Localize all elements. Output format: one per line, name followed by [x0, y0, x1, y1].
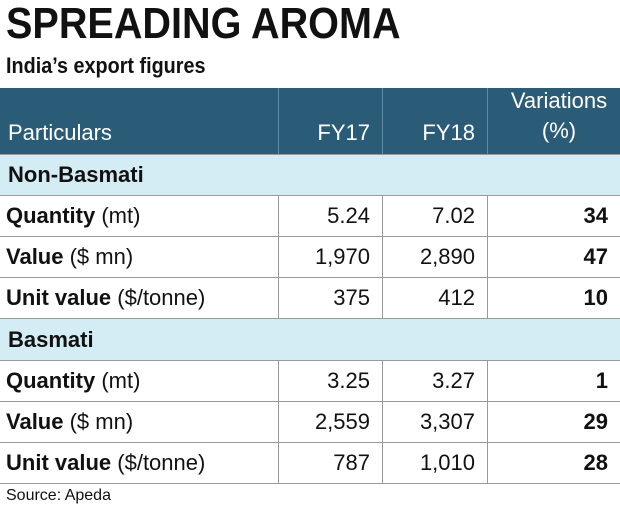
- column-header: FY17: [278, 88, 382, 154]
- title: SPREADING AROMA: [6, 0, 401, 48]
- table-cell: 5.24: [278, 196, 382, 236]
- section-name: Basmati: [8, 326, 94, 352]
- row-label-unit: ($ mn): [69, 244, 134, 269]
- table-cell: 47: [487, 237, 620, 277]
- column-header: Particulars: [8, 120, 112, 145]
- table-cell: 28: [487, 443, 620, 483]
- table-row: Unit value ($/tonne) 787 1,010 28: [0, 443, 620, 484]
- column-header: FY18: [382, 88, 487, 154]
- table-row: Unit value ($/tonne) 375 412 10: [0, 278, 620, 319]
- table-cell: 3,307: [382, 402, 487, 442]
- table-row: Particulars FY17 FY18 Variations (%): [0, 88, 620, 155]
- row-label-unit: (mt): [101, 203, 141, 228]
- subtitle: India’s export figures: [6, 53, 206, 78]
- row-label-name: Unit value: [6, 450, 112, 475]
- table-cell: 2,559: [278, 402, 382, 442]
- row-label-name: Quantity: [6, 368, 96, 393]
- row-label-name: Unit value: [6, 285, 112, 310]
- table-cell: 3.25: [278, 361, 382, 401]
- table-row: Value ($ mn) 1,970 2,890 47: [0, 237, 620, 278]
- row-label-name: Quantity: [6, 203, 96, 228]
- row-label-unit: ($/tonne): [117, 285, 206, 310]
- table-row: Quantity (mt) 3.25 3.27 1: [0, 361, 620, 402]
- table-cell: 10: [487, 278, 620, 318]
- table-cell: 412: [382, 278, 487, 318]
- row-label: Value ($ mn): [0, 402, 278, 442]
- row-label: Value ($ mn): [0, 237, 278, 277]
- table-cell: 1,010: [382, 443, 487, 483]
- row-label: Unit value ($/tonne): [0, 443, 278, 483]
- source: Source: Apeda: [6, 487, 111, 504]
- row-label-unit: ($/tonne): [117, 450, 206, 475]
- row-label: Quantity (mt): [0, 361, 278, 401]
- table-cell: 3.27: [382, 361, 487, 401]
- table-cell: 787: [278, 443, 382, 483]
- row-label-unit: (mt): [101, 368, 141, 393]
- table-cell: 1: [487, 361, 620, 401]
- table-row: Value ($ mn) 2,559 3,307 29: [0, 402, 620, 443]
- table-cell: 375: [278, 278, 382, 318]
- table-row: Quantity (mt) 5.24 7.02 34: [0, 196, 620, 237]
- row-label: Unit value ($/tonne): [0, 278, 278, 318]
- table-cell: 1,970: [278, 237, 382, 277]
- table-row: Non-Basmati: [0, 155, 620, 196]
- section-name: Non-Basmati: [8, 162, 144, 187]
- table-cell: 7.02: [382, 196, 487, 236]
- table-cell: 2,890: [382, 237, 487, 277]
- row-label-name: Value: [6, 244, 64, 269]
- row-label-name: Value: [6, 409, 64, 434]
- table-cell: 29: [487, 402, 620, 442]
- row-label: Quantity (mt): [0, 196, 278, 236]
- column-header: Variations (%): [487, 88, 620, 154]
- table-cell: 34: [487, 196, 620, 236]
- table-row: Basmati: [0, 319, 620, 361]
- row-label-unit: ($ mn): [69, 409, 134, 434]
